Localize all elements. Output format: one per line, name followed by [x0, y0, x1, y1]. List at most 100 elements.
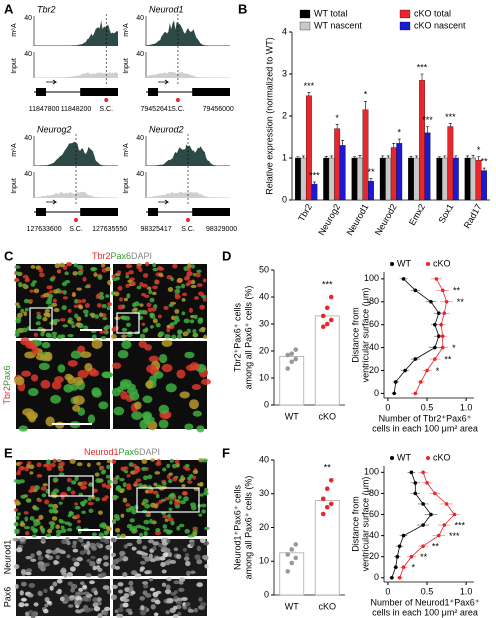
- cell: [84, 313, 89, 318]
- cell: [136, 265, 142, 270]
- cell: [117, 582, 124, 587]
- cell: [71, 544, 77, 549]
- cell: [131, 411, 143, 420]
- cell: [52, 503, 59, 509]
- error-bar: [397, 138, 401, 144]
- cell: [150, 458, 156, 462]
- cell: [141, 322, 146, 326]
- error-bar: [335, 124, 339, 129]
- cell: [73, 263, 78, 268]
- data-point: [392, 391, 396, 396]
- data-point: [324, 486, 330, 491]
- gene-name: Neurod2: [149, 124, 184, 134]
- cell: [57, 462, 64, 467]
- cell: [40, 379, 51, 389]
- cell: [173, 547, 179, 552]
- legend-swatch: [399, 21, 411, 31]
- cell: [96, 565, 101, 570]
- cell: [131, 546, 136, 551]
- cell: [200, 503, 207, 508]
- cell: [106, 459, 112, 463]
- cell: [22, 283, 27, 288]
- cell: [148, 553, 153, 559]
- y-tick-label: 4: [282, 26, 287, 36]
- cell: [90, 555, 96, 560]
- cell: [143, 531, 148, 537]
- cell: [111, 584, 118, 590]
- cell: [35, 353, 47, 361]
- cell: [141, 283, 148, 288]
- cell: [25, 571, 32, 576]
- cell: [49, 277, 55, 282]
- cell: [51, 380, 62, 390]
- panel-letter: E: [4, 445, 13, 460]
- bar: [323, 157, 330, 201]
- x-tick-label: cKO: [318, 411, 336, 421]
- coord-label: S.C.: [99, 106, 113, 113]
- cell: [161, 569, 167, 574]
- cell: [106, 464, 111, 470]
- cell: [46, 285, 52, 290]
- cell: [14, 302, 20, 306]
- cell: [41, 493, 47, 498]
- cell: [178, 577, 186, 582]
- cell: [149, 297, 155, 303]
- error-bar: [426, 126, 430, 133]
- legend-label: WT: [397, 258, 411, 268]
- cell: [113, 406, 125, 416]
- cell: [169, 492, 176, 498]
- significance: **: [367, 167, 375, 177]
- data-point: [421, 523, 425, 527]
- coord-label: S.C.: [181, 226, 195, 233]
- cell: [101, 483, 107, 488]
- cell: [178, 330, 183, 334]
- cell: [62, 324, 69, 328]
- cell: [82, 584, 88, 590]
- cell: [188, 399, 200, 410]
- cell: [181, 298, 186, 302]
- panel-letter: B: [238, 1, 247, 16]
- cell: [77, 264, 84, 270]
- data-point: [440, 345, 445, 350]
- cell: [199, 493, 204, 497]
- cell: [172, 605, 178, 611]
- arrow: [158, 79, 170, 85]
- bar: [351, 157, 358, 201]
- cell: [174, 308, 180, 314]
- cell: [140, 525, 146, 530]
- exon: [148, 88, 158, 96]
- cell: [71, 480, 77, 485]
- data-point: [393, 565, 398, 570]
- exon: [80, 208, 118, 216]
- cell: [148, 489, 153, 494]
- cell: [192, 469, 199, 474]
- cell: [55, 554, 61, 560]
- cell: [87, 462, 91, 468]
- cell: [85, 573, 92, 578]
- legend-label: WT nascent: [314, 20, 362, 30]
- cell: [160, 561, 166, 568]
- cell: [35, 518, 40, 522]
- cell: [198, 317, 204, 322]
- cell: [169, 458, 174, 463]
- cell: [25, 568, 33, 573]
- cell: [170, 520, 175, 526]
- cell: [161, 363, 173, 373]
- data-point: [328, 317, 334, 323]
- cell: [29, 289, 34, 293]
- data-point: [403, 368, 407, 373]
- cell: [187, 263, 192, 269]
- cell: [117, 304, 124, 310]
- cell: [115, 276, 120, 281]
- x-tick-label: Sox1: [436, 202, 455, 225]
- cell: [28, 489, 33, 493]
- cell: [141, 466, 147, 471]
- cell: [154, 556, 162, 561]
- cell: [101, 371, 112, 379]
- cell: [40, 486, 47, 491]
- cell: [100, 572, 107, 578]
- cell: [154, 471, 161, 475]
- cell: [92, 565, 97, 571]
- strip-label: Neurod1: [2, 540, 12, 575]
- cell: [102, 610, 109, 616]
